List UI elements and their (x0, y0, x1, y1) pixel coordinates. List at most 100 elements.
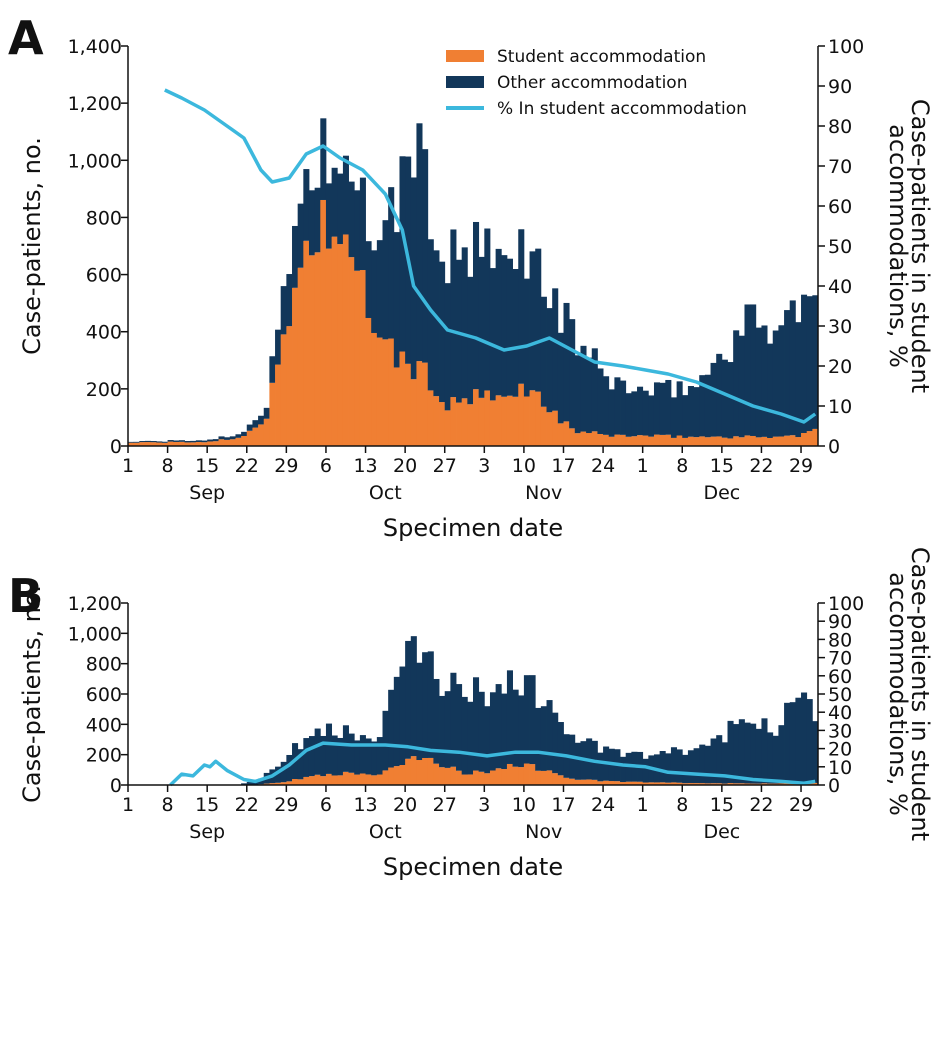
bar-other (433, 678, 440, 764)
bar-student (608, 436, 615, 446)
bar-student (772, 436, 779, 446)
bar-other (784, 702, 791, 784)
bar-student (518, 767, 525, 785)
legend-swatch (446, 50, 484, 62)
bar-other (591, 348, 598, 432)
bar-student (461, 774, 468, 785)
bar-student (348, 257, 355, 446)
bar-other (461, 696, 468, 775)
bar-other (467, 276, 474, 405)
bar-other (772, 735, 779, 784)
bar-other (546, 308, 553, 413)
bar-other (280, 761, 287, 783)
bar-student (439, 402, 446, 446)
bar-other (450, 229, 457, 398)
bar-other (495, 248, 502, 396)
bar-other (128, 441, 135, 443)
bar-other (518, 695, 525, 768)
bar-student (427, 757, 434, 785)
x-tick-label: 1 (637, 455, 649, 477)
bar-other (212, 439, 219, 442)
bar-other (489, 692, 497, 771)
bar-student (665, 782, 672, 785)
x-tick-label: 15 (710, 455, 734, 477)
y2-tick-label: 0 (828, 775, 840, 797)
bar-student (133, 442, 140, 446)
bar-student (682, 437, 689, 446)
bar-student (670, 782, 678, 785)
bar-student (574, 433, 581, 446)
bar-other (439, 695, 446, 768)
bar-student (535, 391, 542, 446)
y2-tick-label: 10 (828, 396, 852, 418)
bar-other (597, 752, 604, 782)
y2-tick-label: 40 (828, 276, 852, 298)
bar-other (738, 335, 745, 438)
bar-other (710, 738, 717, 784)
bar-student (540, 770, 547, 785)
bar-student (484, 773, 491, 785)
bar-student (410, 379, 417, 446)
bar-other (704, 374, 711, 438)
y-tick-label: 0 (110, 436, 122, 458)
bar-other (444, 691, 451, 768)
bar-other (806, 296, 813, 432)
bar-student (653, 434, 661, 446)
bar-other (450, 672, 457, 767)
y-tick-label: 1,000 (68, 623, 122, 645)
y2-axis-title-line2: accommodations, % (884, 572, 912, 816)
bar-student (280, 782, 287, 785)
bar-other (478, 691, 485, 772)
bar-student (806, 431, 813, 446)
y-tick-label: 600 (86, 684, 122, 706)
month-label: Dec (703, 821, 740, 843)
bar-student (207, 441, 214, 446)
bar-other (676, 381, 683, 436)
bar-student (229, 439, 236, 446)
bar-other (665, 379, 672, 435)
bar-other (540, 706, 547, 771)
bar-student (156, 442, 163, 446)
bar-other (416, 123, 423, 362)
bar-student (433, 763, 440, 785)
bar-other (393, 676, 400, 767)
pct-line (169, 741, 816, 787)
bar-student (546, 412, 553, 446)
bar-student (456, 770, 463, 785)
y-axis-title: Case-patients, no. (18, 137, 46, 355)
bar-student (467, 404, 474, 446)
bar-student (478, 771, 485, 785)
bar-other (246, 782, 253, 785)
y2-tick-label: 20 (828, 739, 852, 761)
bar-student (325, 773, 333, 785)
bar-student (359, 270, 366, 446)
bar-other (670, 747, 678, 783)
bar-student (586, 433, 593, 446)
bar-other (653, 382, 661, 435)
bar-other (778, 725, 785, 784)
panel-a: 0 200 400 600 800 1,000 1,200 1,400 0 10 20 30 40 50 6… (8, 11, 934, 542)
bar-student (167, 441, 174, 446)
bar-student (552, 410, 559, 446)
bar-other (750, 723, 757, 784)
x-tick-label: 20 (393, 455, 417, 477)
bar-other (693, 387, 700, 438)
bar-other (767, 343, 774, 438)
bar-student (631, 436, 638, 446)
bar-other (371, 741, 378, 776)
bar-student (591, 431, 598, 446)
bar-student (467, 774, 474, 785)
bar-student (308, 776, 316, 785)
x-tick-label: 13 (353, 794, 377, 816)
bar-other (512, 269, 519, 397)
bar-student (393, 766, 400, 785)
bar-other (648, 395, 655, 437)
bar-student (382, 339, 389, 446)
bar-student (789, 783, 796, 785)
bar-other (625, 393, 632, 437)
bar-student (625, 781, 632, 785)
bar-student (744, 783, 751, 785)
bar-student (552, 773, 559, 785)
bar-student (591, 779, 598, 785)
